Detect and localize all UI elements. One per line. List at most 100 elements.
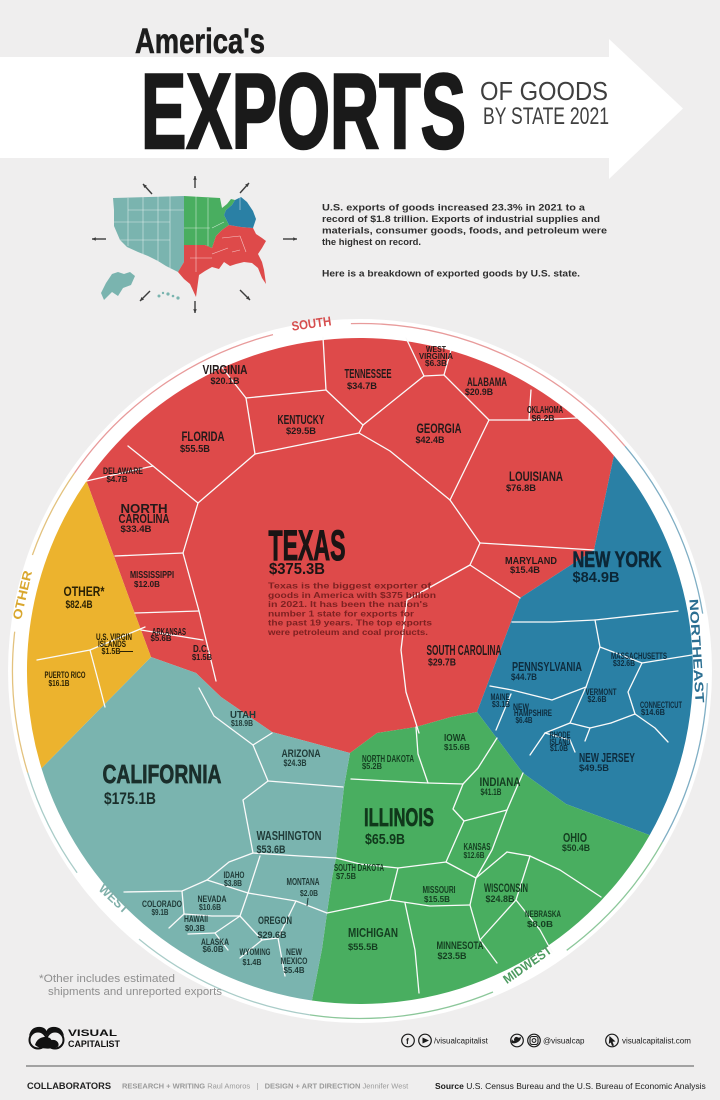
svg-text:$29.7B: $29.7B bbox=[428, 657, 456, 669]
svg-text:$76.8B: $76.8B bbox=[506, 483, 536, 494]
svg-text:RESEARCH + WRITING Raul Amoros: RESEARCH + WRITING Raul Amoros | DESIGN … bbox=[122, 1082, 409, 1091]
svg-text:GEORGIA: GEORGIA bbox=[417, 421, 462, 436]
svg-text:$55.5B: $55.5B bbox=[180, 444, 210, 455]
svg-text:U.S. exports of goods increase: U.S. exports of goods increased 23.3% in… bbox=[322, 203, 586, 213]
svg-text:/visualcapitalist: /visualcapitalist bbox=[434, 1037, 489, 1046]
svg-text:MINNESOTA: MINNESOTA bbox=[437, 940, 484, 952]
svg-text:TEXAS: TEXAS bbox=[269, 522, 346, 570]
svg-text:record of $1.8 trillion. Expor: record of $1.8 trillion. Exports of indu… bbox=[322, 214, 600, 224]
svg-text:$84.9B: $84.9B bbox=[573, 570, 620, 586]
svg-text:$44.7B: $44.7B bbox=[511, 672, 537, 683]
svg-text:U.S. VIRGIN: U.S. VIRGIN bbox=[96, 632, 132, 642]
svg-text:$50.4B: $50.4B bbox=[562, 843, 590, 854]
svg-text:$12.6B: $12.6B bbox=[464, 850, 485, 860]
svg-text:COLORADO: COLORADO bbox=[142, 899, 182, 910]
svg-text:$24.8B: $24.8B bbox=[486, 894, 515, 904]
svg-text:Here is a breakdown of exporte: Here is a breakdown of exported goods by… bbox=[322, 269, 580, 279]
svg-text:KENTUCKY: KENTUCKY bbox=[278, 412, 325, 427]
svg-text:LOUISIANA: LOUISIANA bbox=[509, 469, 563, 484]
svg-text:HAMPSHIRE: HAMPSHIRE bbox=[514, 708, 552, 718]
svg-text:$24.3B: $24.3B bbox=[284, 758, 307, 768]
svg-text:TENNESSEE: TENNESSEE bbox=[345, 366, 392, 381]
svg-text:PENNSYLVANIA: PENNSYLVANIA bbox=[512, 660, 582, 674]
svg-text:f: f bbox=[406, 1036, 409, 1046]
svg-text:number 1 state for exports for: number 1 state for exports for bbox=[268, 608, 415, 618]
svg-text:NORTH: NORTH bbox=[121, 502, 168, 516]
svg-text:$6.2B: $6.2B bbox=[532, 413, 555, 423]
svg-text:NEBRASKA: NEBRASKA bbox=[525, 909, 561, 920]
svg-text:@visualcap: @visualcap bbox=[543, 1037, 585, 1046]
svg-text:$49.5B: $49.5B bbox=[579, 763, 609, 774]
svg-text:$0.3B: $0.3B bbox=[185, 923, 205, 933]
svg-text:NEW: NEW bbox=[286, 947, 302, 958]
svg-text:MAINE: MAINE bbox=[491, 692, 510, 702]
svg-text:NORTHEAST: NORTHEAST bbox=[686, 598, 706, 703]
svg-text:KANSAS: KANSAS bbox=[464, 841, 491, 853]
svg-text:MARYLAND: MARYLAND bbox=[505, 555, 557, 567]
svg-text:shipments and unreported expor: shipments and unreported exports bbox=[48, 986, 223, 998]
svg-text:D.C.: D.C. bbox=[193, 644, 209, 655]
svg-text:OKLAHOMA: OKLAHOMA bbox=[527, 405, 563, 416]
svg-text:$20.9B: $20.9B bbox=[465, 387, 493, 398]
svg-text:$175.1B: $175.1B bbox=[104, 790, 156, 808]
svg-text:materials, consumer goods, foo: materials, consumer goods, foods, and pe… bbox=[322, 226, 607, 236]
svg-text:$8.0B: $8.0B bbox=[527, 919, 553, 929]
svg-text:ALABAMA: ALABAMA bbox=[467, 375, 507, 389]
svg-text:OREGON: OREGON bbox=[258, 915, 292, 927]
svg-text:$23.5B: $23.5B bbox=[438, 951, 467, 961]
svg-text:INDIANA: INDIANA bbox=[480, 775, 521, 789]
svg-text:$6.3B: $6.3B bbox=[425, 359, 447, 368]
svg-text:$15.6B: $15.6B bbox=[444, 742, 470, 752]
svg-text:$29.6B: $29.6B bbox=[258, 930, 287, 940]
svg-text:$1.0B: $1.0B bbox=[550, 743, 568, 753]
svg-text:$1.5B: $1.5B bbox=[102, 646, 121, 656]
svg-text:CONNECTICUT: CONNECTICUT bbox=[640, 700, 682, 710]
svg-text:EXPORTS: EXPORTS bbox=[141, 51, 466, 171]
svg-text:$65.9B: $65.9B bbox=[365, 831, 405, 848]
svg-text:$34.7B: $34.7B bbox=[347, 381, 377, 392]
svg-text:$5.6B: $5.6B bbox=[151, 633, 172, 643]
svg-text:$55.5B: $55.5B bbox=[348, 942, 378, 953]
svg-text:ARIZONA: ARIZONA bbox=[282, 748, 321, 760]
svg-text:SOUTH CAROLINA: SOUTH CAROLINA bbox=[427, 642, 502, 659]
svg-text:$1.5B: $1.5B bbox=[192, 652, 212, 662]
svg-text:SOUTH: SOUTH bbox=[291, 313, 333, 333]
svg-text:WYOMING: WYOMING bbox=[240, 947, 271, 958]
svg-text:VIRGINIA: VIRGINIA bbox=[203, 362, 248, 377]
svg-text:$10.6B: $10.6B bbox=[199, 902, 221, 912]
svg-text:PUERTO RICO: PUERTO RICO bbox=[45, 670, 86, 681]
svg-text:VERMONT: VERMONT bbox=[586, 687, 617, 697]
svg-text:goods in America with $375 bil: goods in America with $375 billion bbox=[268, 590, 436, 600]
svg-text:America's: America's bbox=[135, 22, 265, 61]
svg-text:OTHER*: OTHER* bbox=[64, 583, 105, 599]
svg-text:$2.0B: $2.0B bbox=[300, 888, 318, 898]
svg-text:MISSISSIPPI: MISSISSIPPI bbox=[130, 570, 174, 581]
svg-text:ISLANDS: ISLANDS bbox=[98, 639, 126, 649]
svg-text:CALIFORNIA: CALIFORNIA bbox=[103, 759, 222, 789]
svg-text:CAPITALIST: CAPITALIST bbox=[68, 1039, 120, 1049]
svg-text:MASSACHUSETTS: MASSACHUSETTS bbox=[611, 651, 667, 661]
svg-text:$18.9B: $18.9B bbox=[231, 718, 253, 728]
svg-text:WISCONSIN: WISCONSIN bbox=[484, 881, 528, 895]
svg-text:Texas is the biggest exporter: Texas is the biggest exporter of bbox=[268, 581, 431, 591]
svg-text:NEW JERSEY: NEW JERSEY bbox=[579, 750, 635, 765]
svg-text:COLLABORATORS: COLLABORATORS bbox=[27, 1081, 111, 1091]
svg-text:$5.2B: $5.2B bbox=[362, 761, 382, 771]
svg-text:UTAH: UTAH bbox=[230, 709, 256, 721]
svg-text:OF GOODS: OF GOODS bbox=[480, 76, 608, 106]
svg-text:HAWAII: HAWAII bbox=[184, 914, 208, 925]
svg-text:$9.1B: $9.1B bbox=[152, 907, 169, 917]
svg-text:$20.1B: $20.1B bbox=[211, 376, 240, 387]
svg-text:NEVADA: NEVADA bbox=[198, 894, 227, 905]
svg-text:$6.4B: $6.4B bbox=[516, 715, 533, 725]
svg-text:$6.0B: $6.0B bbox=[203, 944, 224, 954]
svg-text:$2.6B: $2.6B bbox=[588, 694, 607, 704]
svg-text:FLORIDA: FLORIDA bbox=[182, 428, 225, 444]
svg-text:CAROLINA: CAROLINA bbox=[119, 512, 170, 526]
svg-text:ALASKA: ALASKA bbox=[201, 937, 229, 948]
svg-text:$3.8B: $3.8B bbox=[224, 878, 242, 888]
svg-text:SOUTH DAKOTA: SOUTH DAKOTA bbox=[334, 863, 384, 874]
svg-text:$15.5B: $15.5B bbox=[424, 894, 450, 904]
svg-text:NORTH DAKOTA: NORTH DAKOTA bbox=[362, 754, 414, 765]
svg-text:$16.1B: $16.1B bbox=[49, 678, 70, 688]
